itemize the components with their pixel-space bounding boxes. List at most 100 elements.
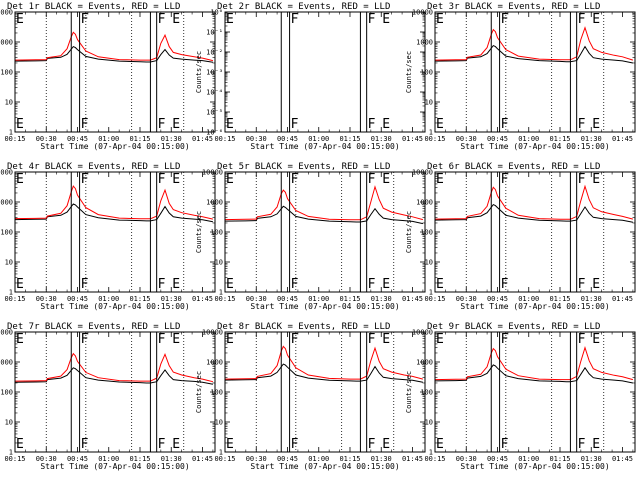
y-tick-label: 10 [5, 259, 13, 267]
flag-label-top: F [291, 172, 299, 187]
y-tick-label: 10 [5, 99, 13, 107]
x-tick-label: 00:15 [424, 295, 445, 303]
y-tick-label: 1000 [416, 199, 433, 207]
x-tick-label: 00:15 [4, 455, 25, 463]
y-tick-label: 10000 [0, 329, 13, 337]
flag-label-top: E [16, 332, 24, 347]
flag-label-top: E [172, 332, 180, 347]
flag-label: E [226, 277, 234, 292]
x-tick-label: 01:30 [581, 455, 602, 463]
flag-label: E [172, 117, 180, 132]
x-tick-label: 01:30 [161, 295, 182, 303]
flag-label: E [172, 437, 180, 452]
lld-series-line [224, 345, 424, 380]
flag-label-top: F [368, 12, 376, 27]
y-tick-label: 1 [429, 289, 433, 297]
panel-det-7r: Det 7r BLACK = Events, RED = LLDEEFFFFEE… [0, 322, 216, 471]
flag-label-top: E [592, 12, 600, 27]
x-tick-label: 00:45 [487, 455, 508, 463]
panel-title: Det 8r BLACK = Events, RED = LLD [217, 322, 390, 332]
x-tick-label: 00:30 [456, 135, 477, 143]
flag-label-top: E [172, 172, 180, 187]
panel-det-4r: Det 4r BLACK = Events, RED = LLDEEFFFFEE… [0, 162, 216, 311]
panel-title: Det 7r BLACK = Events, RED = LLD [7, 322, 180, 332]
y-tick-label: 1000 [0, 39, 13, 47]
x-tick-label: 00:30 [456, 295, 477, 303]
x-tick-label: 01:15 [549, 455, 570, 463]
lld-series-line [434, 346, 634, 381]
panel-det-6r: Det 6r BLACK = Events, RED = LLDEEFFFFEE… [405, 162, 636, 311]
flag-label-top: E [436, 12, 444, 27]
y-tick-label: 100 [210, 229, 223, 237]
panel-det-1r: Det 1r BLACK = Events, RED = LLDEEFFFFEE… [0, 2, 216, 151]
y-tick-label: 1000 [0, 199, 13, 207]
flag-label-top: F [158, 332, 166, 347]
panel-det-8r: Det 8r BLACK = Events, RED = LLDEEFFFFEE… [195, 322, 426, 471]
flag-label-top: F [291, 332, 299, 347]
x-tick-label: 00:30 [246, 135, 267, 143]
flag-label-top: E [436, 332, 444, 347]
x-tick-label: 00:30 [36, 295, 57, 303]
panel-det-2r: Det 2r BLACK = Events, RED = LLDEEFFFFEE… [195, 2, 426, 151]
y-tick-label: 10000 [0, 9, 13, 17]
y-tick-label: 10⁰ [210, 9, 223, 17]
y-axis-label: Counts/sec [405, 211, 413, 253]
flag-label: F [501, 277, 509, 292]
x-axis-label: Start Time (07-Apr-04 00:15:00) [460, 302, 609, 311]
flag-label: E [436, 277, 444, 292]
x-tick-label: 00:15 [214, 295, 235, 303]
events-series-line [434, 364, 633, 384]
lld-series-line [14, 31, 214, 62]
flag-label-top: F [158, 172, 166, 187]
x-tick-label: 01:15 [129, 295, 150, 303]
flag-label-top: F [578, 172, 586, 187]
flag-label: E [226, 117, 234, 132]
x-tick-label: 00:30 [36, 455, 57, 463]
y-tick-label: 10⁻³ [206, 69, 223, 77]
x-tick-label: 01:00 [98, 295, 119, 303]
x-tick-label: 00:45 [277, 455, 298, 463]
y-tick-label: 100 [420, 69, 433, 77]
events-series-line [14, 367, 213, 385]
flag-label-top: E [382, 172, 390, 187]
events-series-line [434, 203, 633, 223]
flag-label: E [172, 277, 180, 292]
flag-label: F [578, 117, 586, 132]
plot-frame [14, 331, 216, 453]
x-tick-label: 00:15 [424, 455, 445, 463]
lld-series-line [14, 352, 214, 383]
x-tick-label: 01:30 [581, 135, 602, 143]
flag-label-top: E [16, 172, 24, 187]
x-axis-label: Start Time (07-Apr-04 00:15:00) [250, 462, 399, 471]
flag-label-top: F [578, 332, 586, 347]
flag-label: F [578, 437, 586, 452]
x-axis-label: Start Time (07-Apr-04 00:15:00) [40, 142, 189, 151]
flag-label-top: F [501, 12, 509, 27]
y-tick-label: 1 [9, 449, 13, 457]
flag-label: F [81, 437, 89, 452]
y-tick-label: 10000 [0, 169, 13, 177]
lld-series-line [434, 184, 634, 220]
x-tick-label: 00:45 [277, 295, 298, 303]
y-tick-label: 100 [210, 389, 223, 397]
x-tick-label: 00:15 [4, 135, 25, 143]
y-tick-label: 1 [429, 449, 433, 457]
y-tick-label: 10000 [202, 329, 223, 337]
y-tick-label: 10000 [202, 169, 223, 177]
panel-title: Det 5r BLACK = Events, RED = LLD [217, 162, 390, 172]
y-axis-label: Counts/sec [195, 371, 203, 413]
flag-label-top: E [436, 172, 444, 187]
flag-label: F [158, 437, 166, 452]
events-series-line [224, 205, 424, 225]
x-tick-label: 01:30 [371, 295, 392, 303]
x-tick-label: 01:30 [371, 455, 392, 463]
lld-series-line [224, 185, 424, 221]
lld-series-line [14, 185, 214, 220]
x-tick-label: 00:15 [214, 455, 235, 463]
y-tick-label: 100 [420, 229, 433, 237]
y-tick-label: 10 [425, 419, 433, 427]
x-tick-label: 01:15 [129, 455, 150, 463]
flag-label-top: F [81, 12, 89, 27]
x-tick-label: 01:30 [161, 135, 182, 143]
